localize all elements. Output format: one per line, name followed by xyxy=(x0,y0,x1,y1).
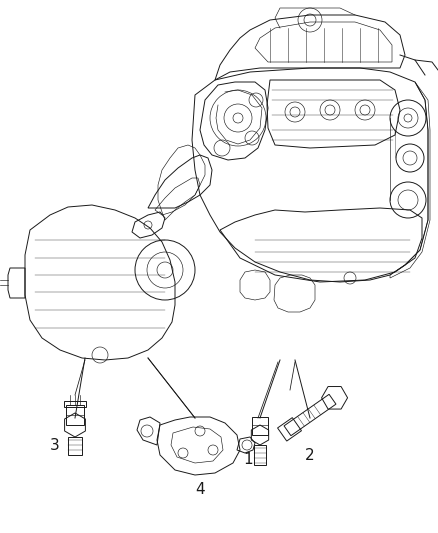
Text: 1: 1 xyxy=(243,453,253,467)
Text: 4: 4 xyxy=(195,482,205,497)
Bar xyxy=(252,417,268,435)
Text: 3: 3 xyxy=(50,438,60,453)
Bar xyxy=(254,445,266,465)
Bar xyxy=(66,405,84,425)
Text: 2: 2 xyxy=(305,448,315,463)
Bar xyxy=(68,437,82,455)
Bar xyxy=(64,401,86,407)
